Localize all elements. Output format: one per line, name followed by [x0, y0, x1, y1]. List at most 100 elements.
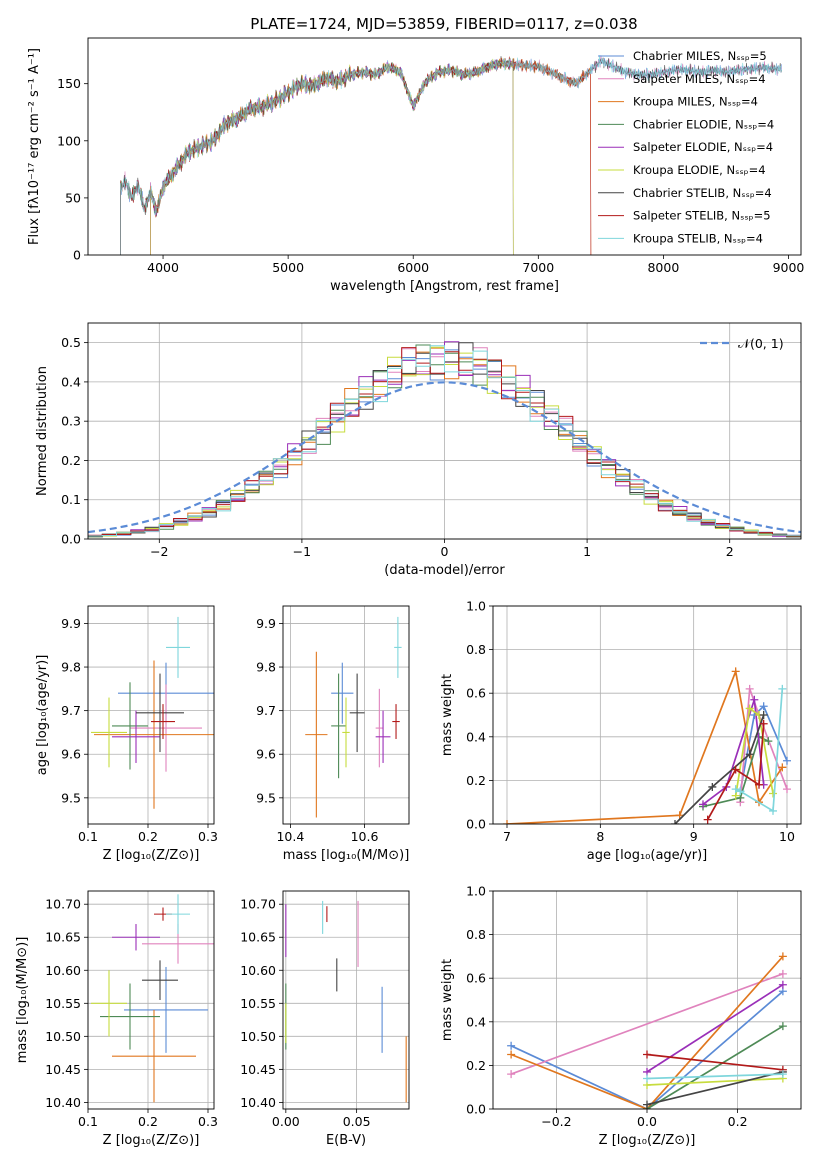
- y-tick-label: 0.3: [61, 414, 81, 429]
- y-tick-label: 1.0: [466, 884, 486, 899]
- ebv-mass-panel: 0.00 0.05 10.40 10.45 10.50 10.55 10.60 10.65 10…: [240, 890, 410, 1148]
- spectrum-frame: [87, 37, 802, 256]
- y-tick-label: 0.8: [466, 927, 486, 942]
- mass-age-plot-area: [305, 616, 402, 818]
- x-axis-label: Z [log₁₀(Z/Z⊙)]: [599, 1133, 696, 1148]
- weight-line: [646, 1053, 783, 1071]
- y-tick-label: 9.5: [256, 790, 276, 805]
- error-bar: [94, 660, 214, 809]
- x-axis-label: E(B-V): [326, 1133, 366, 1148]
- y-axis-label: mass weight: [440, 959, 455, 1041]
- error-bar: [112, 710, 160, 763]
- y-tick-label: 9.9: [61, 616, 81, 631]
- y-tick-label: 0.0: [61, 532, 81, 547]
- weight-marker: [745, 684, 754, 693]
- legend-label: Salpeter ELODIE, Nₛₛₚ=4: [633, 140, 773, 154]
- y-tick-label: 0.2: [61, 453, 81, 468]
- weight-marker: [731, 765, 740, 774]
- y-axis-label: age [log₁₀(age/yr)]: [35, 655, 50, 776]
- residual-hist-plot-area: [88, 341, 801, 539]
- y-tick-label: 10.40: [240, 1095, 276, 1110]
- x-axis-label: mass [log₁₀(M/M⊙)]: [283, 848, 410, 863]
- weight-marker: [759, 719, 768, 728]
- y-tick-label: 10.45: [240, 1062, 276, 1077]
- weight-marker: [503, 820, 511, 824]
- weight-marker: [736, 787, 745, 796]
- weight-marker: [643, 1074, 651, 1083]
- weight-marker: [769, 789, 777, 798]
- legend-label: Kroupa ELODIE, Nₛₛₚ=4: [633, 163, 766, 177]
- x-axis-label: wavelength [Angstrom, rest frame]: [330, 279, 559, 294]
- legend-label: Salpeter MILES, Nₛₛₚ=4: [633, 72, 766, 86]
- y-tick-label: 9.9: [256, 616, 276, 631]
- legend-label: Chabrier MILES, Nₛₛₚ=5: [633, 49, 767, 63]
- weight-marker: [783, 756, 791, 765]
- legend-label: Chabrier STELIB, Nₛₛₚ=4: [633, 186, 772, 200]
- x-tick-label: 0.1: [78, 829, 98, 844]
- y-tick-label: 100: [57, 133, 81, 148]
- x-axis-label: Z [log₁₀(Z/Z⊙)]: [103, 1133, 200, 1148]
- weight-marker: [745, 704, 754, 713]
- residual-hist-panel: −2 −1 0 1 2 0.0 0.1 0.2 0.3 0.4 0.5 (data-model)/er…: [35, 322, 802, 578]
- x-tick-label: 0.00: [272, 1114, 300, 1129]
- z-weight-frame: [492, 890, 802, 1110]
- error-bar: [342, 697, 350, 768]
- weight-marker: [507, 1041, 516, 1050]
- legend-label: Kroupa STELIB, Nₛₛₚ=4: [633, 231, 763, 245]
- y-axis-label: mass weight: [440, 674, 455, 756]
- y-tick-label: 0.4: [466, 1014, 486, 1029]
- ebv-mass-plot-area: [285, 900, 407, 1103]
- weight-marker: [699, 800, 707, 809]
- weight-marker: [507, 1050, 516, 1059]
- error-bar: [331, 673, 346, 779]
- residual-hist-frame: [87, 322, 802, 540]
- y-tick-label: 10.55: [240, 996, 276, 1011]
- x-tick-label: 4000: [147, 260, 179, 275]
- weight-marker: [675, 811, 684, 820]
- error-bar: [331, 662, 354, 724]
- error-bar: [394, 616, 402, 678]
- error-bar: [166, 616, 190, 678]
- error-bar: [124, 966, 208, 1053]
- weight-marker: [731, 785, 740, 794]
- weight-line: [706, 723, 765, 821]
- error-bar: [112, 1009, 196, 1103]
- x-tick-label: 10.4: [276, 829, 304, 844]
- weight-marker: [778, 763, 787, 772]
- weight-marker: [643, 1100, 651, 1109]
- error-bar: [305, 651, 328, 818]
- spectrum-line: [120, 55, 782, 255]
- x-tick-label: 10.6: [351, 829, 379, 844]
- y-tick-label: 0.2: [466, 1058, 486, 1073]
- y-tick-label: 9.6: [61, 747, 81, 762]
- spectrum-panel: 4000 5000 6000 7000 8000 9000 0 50 100 150 wavelen…: [27, 37, 804, 294]
- x-tick-label: 0.3: [198, 829, 218, 844]
- weight-line: [646, 1071, 784, 1106]
- x-tick-label: 0.2: [728, 1114, 748, 1129]
- x-tick-label: −1: [293, 544, 311, 559]
- weight-line: [674, 714, 765, 824]
- weight-marker: [759, 702, 768, 711]
- weight-marker: [778, 969, 787, 978]
- error-bar: [375, 710, 391, 763]
- weight-line: [739, 704, 788, 792]
- y-tick-label: 0.2: [466, 773, 486, 788]
- y-tick-label: 10.60: [45, 963, 81, 978]
- y-tick-label: 0.6: [466, 686, 486, 701]
- weight-marker: [778, 980, 787, 989]
- ebv-mass-frame: [282, 890, 410, 1110]
- weight-marker: [731, 667, 740, 676]
- x-tick-label: 7: [503, 829, 511, 844]
- x-tick-label: 0.05: [343, 1114, 371, 1129]
- y-tick-label: 0.0: [466, 1102, 486, 1117]
- y-tick-label: 0.4: [61, 374, 81, 389]
- x-axis-label: age [log₁₀(age/yr)]: [587, 848, 708, 863]
- weight-marker: [783, 785, 791, 794]
- weight-line: [646, 1077, 783, 1086]
- y-tick-label: 10.70: [45, 897, 81, 912]
- mass-age-frame: [282, 605, 410, 825]
- weight-marker: [745, 750, 754, 759]
- error-bar: [142, 960, 178, 1000]
- error-bar: [91, 697, 127, 768]
